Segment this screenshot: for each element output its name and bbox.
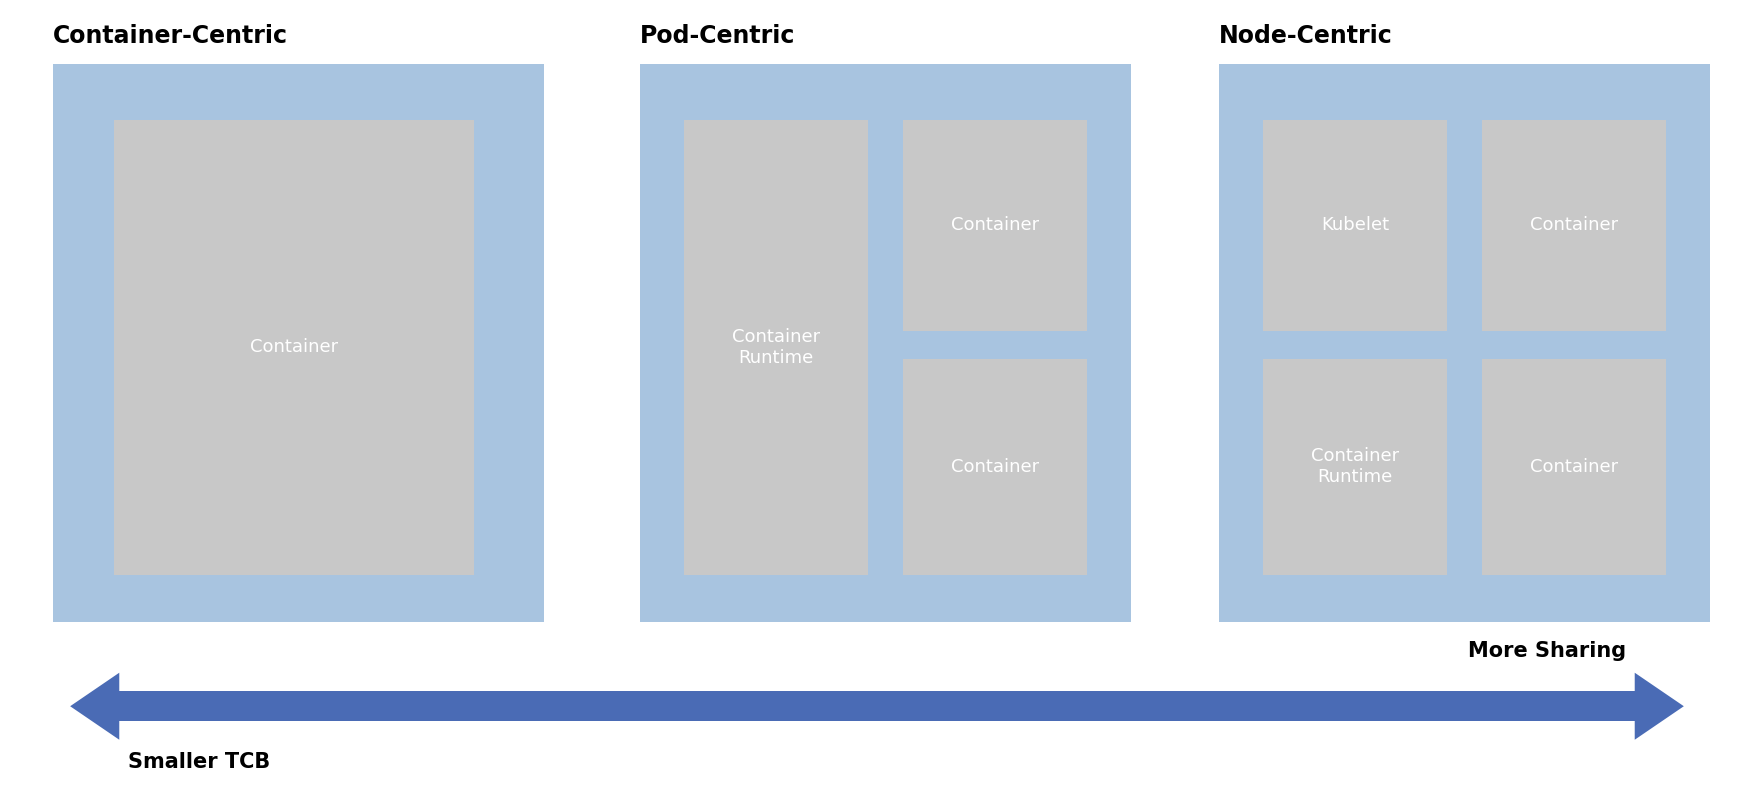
Text: Container: Container xyxy=(1529,216,1619,235)
Bar xyxy=(1482,359,1666,575)
Text: More Sharing: More Sharing xyxy=(1468,641,1626,661)
Bar xyxy=(903,359,1087,575)
Polygon shape xyxy=(70,673,119,740)
Text: Kubelet: Kubelet xyxy=(1321,216,1389,235)
Bar xyxy=(1219,64,1710,622)
Polygon shape xyxy=(1635,673,1684,740)
Text: Container: Container xyxy=(249,338,339,356)
Bar xyxy=(1263,359,1447,575)
Text: Container
Runtime: Container Runtime xyxy=(1310,448,1400,486)
Bar xyxy=(903,120,1087,331)
Text: Container
Runtime: Container Runtime xyxy=(731,328,821,366)
Text: Pod-Centric: Pod-Centric xyxy=(640,24,796,48)
Bar xyxy=(1482,120,1666,331)
Bar xyxy=(1263,120,1447,331)
Text: Container: Container xyxy=(1529,458,1619,476)
Bar xyxy=(684,120,868,575)
Text: Smaller TCB: Smaller TCB xyxy=(128,752,270,772)
Bar xyxy=(114,120,474,575)
Text: Container-Centric: Container-Centric xyxy=(53,24,288,48)
Bar xyxy=(53,64,544,622)
Text: Node-Centric: Node-Centric xyxy=(1219,24,1393,48)
Text: Container: Container xyxy=(951,216,1040,235)
Text: Container: Container xyxy=(951,458,1040,476)
Bar xyxy=(119,691,1635,721)
Bar xyxy=(640,64,1131,622)
